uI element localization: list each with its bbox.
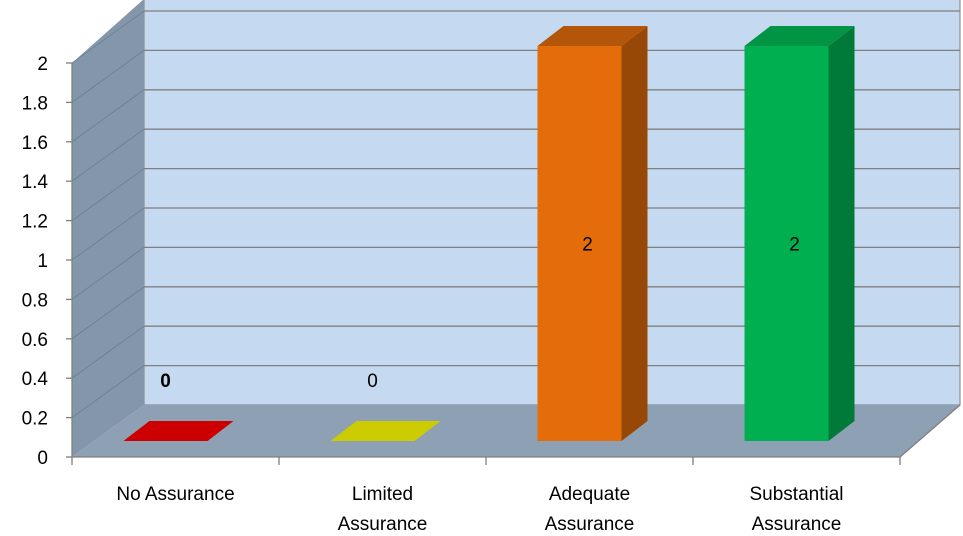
bar-front	[744, 46, 829, 441]
bar	[330, 421, 441, 441]
floor	[72, 405, 960, 457]
gridline-side	[71, 207, 145, 261]
bar-data-label: 0	[160, 371, 171, 392]
bar	[123, 421, 234, 441]
axes: 0 0.2 0.4 0.6 0.8 1 1.2 1.4 1.6 1.8 2	[22, 54, 961, 469]
gridline-side	[71, 128, 145, 182]
bars	[123, 26, 855, 441]
gridline-side	[71, 365, 145, 419]
gridline-side	[71, 10, 145, 64]
x-category-label-line: Assurance	[752, 514, 842, 535]
bar	[537, 26, 648, 441]
bar	[744, 26, 855, 441]
x-category-label: Limited Assurance	[338, 484, 428, 535]
x-category-label-line: Assurance	[338, 514, 428, 535]
x-category-label-line: Substantial	[749, 484, 843, 505]
gridline-side	[71, 286, 145, 340]
y-tick-label: 0.2	[22, 409, 48, 430]
gridline-side	[71, 89, 145, 143]
y-tick-label: 0.6	[22, 330, 48, 351]
bar-side	[621, 26, 648, 441]
x-category-label: Substantial Assurance	[749, 484, 843, 535]
x-category-label: No Assurance	[116, 484, 234, 505]
y-tick-label: 0.8	[22, 290, 48, 311]
y-tick-label: 0	[37, 448, 48, 469]
x-category-label-line: Assurance	[545, 514, 635, 535]
bar-top	[537, 26, 648, 46]
gridline-side	[71, 49, 145, 103]
bar-data-label: 2	[582, 235, 593, 256]
floor-edge	[899, 404, 961, 458]
y-tick-label: 1.4	[22, 172, 49, 193]
y-tick-label: 1.6	[22, 133, 48, 154]
side-wall	[72, 0, 144, 457]
x-category-label-line: Adequate	[549, 484, 630, 505]
bar-data-label: 0	[367, 371, 378, 392]
x-category-label-line: No Assurance	[116, 484, 234, 505]
gridline-side	[71, 325, 145, 379]
x-category-label: Adequate Assurance	[545, 484, 635, 535]
y-tick-label: 1.2	[22, 212, 48, 233]
bar-front	[537, 46, 622, 441]
x-category-label-line: Limited	[352, 484, 413, 505]
gridline-side	[71, 168, 145, 222]
bar-side	[828, 26, 855, 441]
gridline-side	[71, 246, 145, 300]
bar-top	[330, 421, 441, 441]
bar-top	[123, 421, 234, 441]
y-tick-label: 1	[37, 251, 48, 272]
y-tick-label: 0.4	[22, 369, 49, 390]
bar-top	[744, 26, 855, 46]
bar-data-label: 2	[789, 235, 800, 256]
y-tick-label: 2	[37, 54, 48, 75]
y-tick-label: 1.8	[22, 93, 48, 114]
labels: No Assurance Limited Assurance Adequate Assu…	[116, 235, 843, 536]
